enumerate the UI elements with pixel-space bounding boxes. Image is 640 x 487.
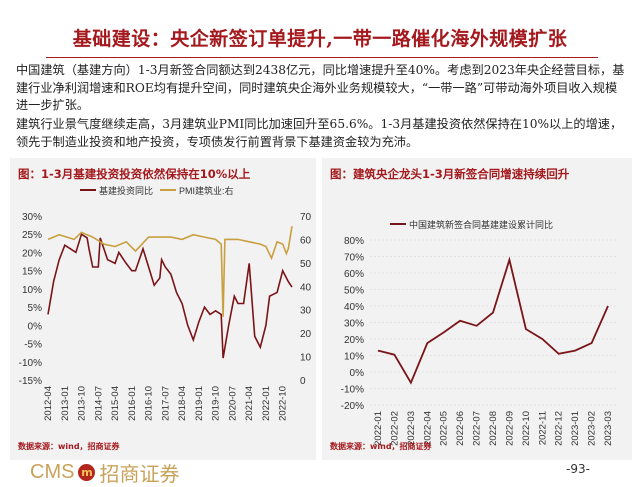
company-logo: CMS m 招商证券 <box>30 458 179 487</box>
x-tick-label: 2022-02 <box>389 411 400 446</box>
paragraph-2: 建筑行业景气度继续走高，3月建筑业PMI同比加速回升至65.6%。1-3月基建投… <box>16 117 623 149</box>
series-line <box>47 226 293 317</box>
y-tick-label: 60% <box>344 269 364 280</box>
x-tick-label: 2022-05 <box>439 411 450 446</box>
x-tick-label: 2022-01 <box>261 386 272 421</box>
slide-title: 基础建设：央企新签订单提升,一带一路催化海外规模扩张 <box>72 28 568 50</box>
y-left-tick-label: 30% <box>22 212 42 223</box>
x-tick-label: 2023-01 <box>570 411 581 446</box>
y-left-tick-label: 25% <box>22 230 42 241</box>
y-tick-label: -20% <box>341 401 364 412</box>
y-right-tick-label: 20 <box>300 329 312 340</box>
x-tick-label: 2022-07 <box>472 411 483 446</box>
logo-cn-text: 招商证券 <box>99 462 180 486</box>
left-chart: 基建投资同比 PMI建筑业:右 30% 25% 20% 15% 10% 5% 0% -5% -10%… <box>19 185 312 421</box>
y-tick-label: 80% <box>344 236 364 247</box>
y-left-tick-label: -10% <box>19 358 42 369</box>
x-tick-label: 2023-02 <box>587 411 598 446</box>
y-left-tick-label: 10% <box>22 285 42 296</box>
x-tick-label: 2021-04 <box>244 386 255 421</box>
y-left-tick-label: 20% <box>22 248 42 259</box>
x-tick-label: 2022-04 <box>422 411 433 446</box>
left-chart-source: 数据来源：wind，招商证券 <box>18 442 120 451</box>
y-left-tick-label: 15% <box>22 267 42 278</box>
x-tick-label: 2022-11 <box>537 411 548 445</box>
x-tick-label: 2013-10 <box>77 386 88 421</box>
y-left-tick-label: -15% <box>19 376 42 387</box>
logo-badge-icon: m <box>78 464 96 481</box>
x-tick-label: 2013-01 <box>60 386 71 421</box>
y-left-tick-label: 5% <box>28 303 43 314</box>
y-left-tick-label: 0% <box>28 321 43 332</box>
legend-label: 基建投资同比 <box>99 185 153 196</box>
x-tick-label: 2012-04 <box>43 386 54 421</box>
logo-text: CMS <box>30 461 75 483</box>
y-right-tick-label: 10 <box>300 353 312 364</box>
series-line <box>377 256 609 385</box>
legend-label: 中国建筑新签合同基建建设累计同比 <box>409 219 553 230</box>
x-tick-label: 2022-01 <box>373 411 384 446</box>
page-number: -93- <box>566 462 590 476</box>
x-tick-label: 2016-10 <box>144 386 155 421</box>
series-line <box>47 232 293 359</box>
x-tick-label: 2022-10 <box>278 386 289 421</box>
y-left-tick-label: -5% <box>24 340 42 351</box>
x-tick-label: 2022-09 <box>504 411 515 446</box>
y-right-tick-label: 0 <box>300 376 306 387</box>
x-tick-label: 2022-08 <box>488 411 499 446</box>
y-right-tick-label: 30 <box>300 306 312 317</box>
right-chart-panel: 图：建筑央企龙头1-3月新签合同增速持续回升 中国建筑新签合同基建建设累计同比 8… <box>322 158 632 460</box>
y-right-tick-label: 40 <box>300 282 312 293</box>
y-tick-label: 0% <box>350 368 365 379</box>
left-chart-title: 图：1-3月基建投资投资依然保持在10%以上 <box>18 167 251 181</box>
x-tick-label: 2018-04 <box>177 386 188 421</box>
y-tick-label: -10% <box>341 385 364 396</box>
title-divider <box>46 57 598 58</box>
y-tick-label: 30% <box>344 319 364 330</box>
x-tick-label: 2023-03 <box>603 411 614 446</box>
y-tick-label: 50% <box>344 286 364 297</box>
y-tick-label: 20% <box>344 335 364 346</box>
x-tick-label: 2016-01 <box>127 386 138 421</box>
right-chart-source: 数据来源：wind，招商证券 <box>330 442 432 451</box>
x-tick-label: 2020-07 <box>227 386 238 421</box>
x-tick-label: 2022-10 <box>521 411 532 446</box>
x-tick-label: 2022-06 <box>455 411 466 446</box>
y-tick-label: 10% <box>344 352 364 363</box>
paragraph-1: 中国建筑（基建方向）1-3月新签合同额达到2438亿元，同比增速提升至40%。考… <box>16 63 625 112</box>
x-tick-label: 2017-07 <box>160 386 171 421</box>
x-tick-label: 2019-10 <box>211 386 222 421</box>
y-right-tick-label: 50 <box>300 259 312 270</box>
y-right-tick-label: 70 <box>300 212 312 223</box>
right-chart-title: 图：建筑央企龙头1-3月新签合同增速持续回升 <box>330 167 570 181</box>
x-tick-label: 2014-07 <box>93 386 104 421</box>
x-tick-label: 2015-04 <box>110 386 121 421</box>
right-chart: 中国建筑新签合同基建建设累计同比 80% 70% 60% 50% 40% 30% 20% 10%… <box>341 219 618 446</box>
x-tick-label: 2019-01 <box>194 386 205 421</box>
left-chart-panel: 图：1-3月基建投资投资依然保持在10%以上 基建投资同比 PMI建筑业:右 30%… <box>10 158 316 460</box>
x-tick-label: 2022-12 <box>554 411 565 446</box>
y-right-tick-label: 60 <box>300 235 312 246</box>
legend-label: PMI建筑业:右 <box>179 185 234 196</box>
y-tick-label: 40% <box>344 302 364 313</box>
y-tick-label: 70% <box>344 253 364 264</box>
x-tick-label: 2022-03 <box>406 411 417 446</box>
